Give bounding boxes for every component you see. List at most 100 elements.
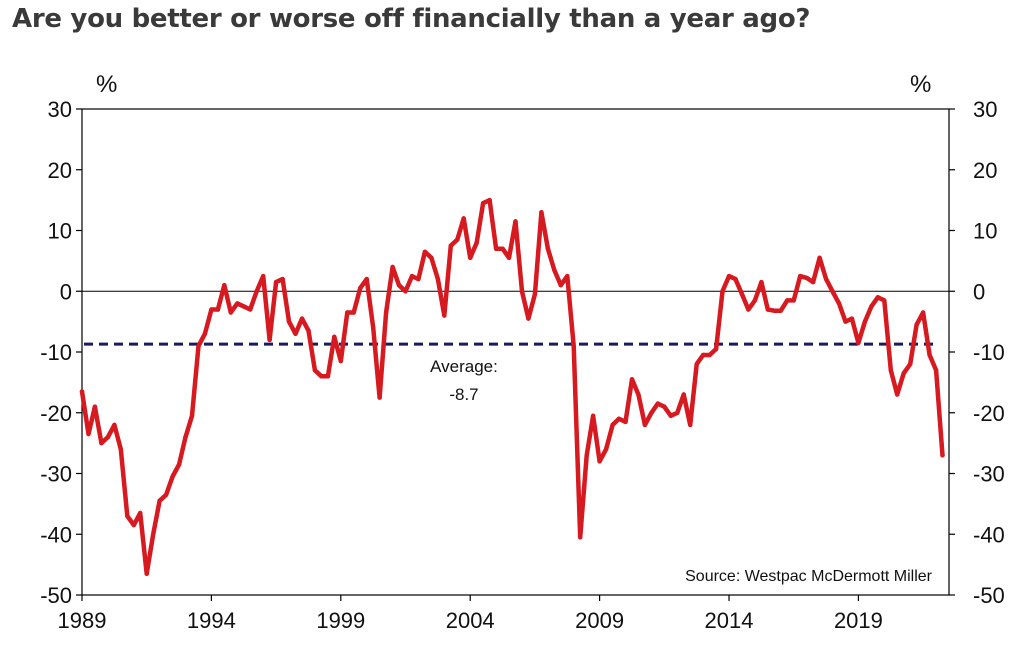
data-point <box>189 413 195 418</box>
data-point <box>364 276 369 282</box>
data-point <box>125 513 130 519</box>
data-point <box>843 319 848 324</box>
data-point <box>163 492 169 497</box>
data-point <box>817 255 822 260</box>
data-point <box>856 340 861 346</box>
data-point <box>804 275 809 281</box>
data-point <box>468 255 473 260</box>
data-point <box>138 510 143 516</box>
x-tick-label: 2019 <box>834 608 883 633</box>
data-point <box>532 292 538 297</box>
y-tick-label-right: -50 <box>973 583 1005 608</box>
y-axis-right: 30 20 10 0 -10 -20 -30 -40 -50 <box>949 97 1005 608</box>
data-point <box>273 279 279 285</box>
y-tick-label-right: 20 <box>973 158 997 183</box>
data-point <box>383 310 389 315</box>
data-point <box>571 343 576 349</box>
data-point <box>526 316 531 321</box>
x-tick-label: 1999 <box>316 608 365 633</box>
data-point <box>170 474 175 479</box>
data-point <box>616 416 622 421</box>
data-point <box>196 343 201 349</box>
data-point <box>597 459 602 464</box>
data-point <box>733 276 738 282</box>
data-point <box>254 289 259 294</box>
data-point <box>642 422 648 428</box>
x-tick-label: 2004 <box>446 608 495 633</box>
data-point <box>739 292 745 297</box>
data-point <box>293 331 298 336</box>
data-point <box>306 328 311 333</box>
data-point <box>474 240 479 245</box>
y-tick-label-right: -40 <box>973 522 1005 547</box>
data-point <box>908 361 913 367</box>
data-point <box>552 267 557 273</box>
data-point <box>506 255 512 260</box>
data-point <box>681 392 686 397</box>
y-tick-label-left: 0 <box>60 279 72 304</box>
y-tick-label-left: -30 <box>40 462 72 487</box>
data-point <box>882 298 887 303</box>
data-point <box>487 197 492 203</box>
data-point <box>332 334 337 339</box>
y-tick-label-left: -50 <box>40 583 72 608</box>
data-point <box>299 316 305 321</box>
data-point <box>655 401 660 406</box>
data-point <box>442 313 447 318</box>
data-point <box>694 361 699 367</box>
data-point <box>765 307 770 312</box>
data-point <box>144 571 149 576</box>
x-tick-label: 2009 <box>575 608 624 633</box>
y-tick-label-left: 30 <box>48 97 72 122</box>
data-point <box>513 219 518 224</box>
data-point <box>746 307 751 312</box>
data-point <box>662 404 667 409</box>
data-point <box>558 283 563 288</box>
data-point <box>493 246 499 251</box>
data-point <box>713 346 719 352</box>
data-point <box>429 255 434 260</box>
data-point <box>700 352 706 358</box>
data-point <box>914 322 919 327</box>
data-point <box>636 392 641 397</box>
average-label-title: Average: <box>430 357 498 376</box>
data-point <box>319 374 324 379</box>
data-point <box>940 453 945 458</box>
data-point <box>500 246 505 251</box>
data-point <box>752 298 758 303</box>
x-tick-label: 1994 <box>187 608 236 633</box>
data-point <box>105 434 111 440</box>
data-point <box>888 368 893 373</box>
data-point <box>830 289 835 294</box>
y-tick-label-right: -10 <box>973 340 1005 365</box>
data-point <box>810 279 816 285</box>
y-unit-left: % <box>96 71 117 98</box>
data-point <box>351 310 356 315</box>
y-tick-label-left: -40 <box>40 522 72 547</box>
data-point <box>371 325 376 330</box>
data-point <box>261 273 266 279</box>
y-tick-label-right: 0 <box>973 279 985 304</box>
data-point <box>209 307 214 312</box>
chart-title: Are you better or worse off financially … <box>12 4 811 34</box>
data-point <box>785 298 790 303</box>
data-point <box>933 368 939 373</box>
y-unit-right: % <box>910 71 931 98</box>
data-point <box>202 331 208 336</box>
data-point <box>875 295 880 300</box>
data-point <box>519 289 525 294</box>
data-point <box>675 410 680 415</box>
source-note: Source: Westpac McDermott Miller <box>685 568 933 585</box>
data-point <box>927 352 932 358</box>
data-point <box>836 301 842 306</box>
data-point <box>791 298 796 303</box>
data-point <box>901 371 906 376</box>
data-point <box>862 319 868 324</box>
y-tick-label-right: -30 <box>973 462 1005 487</box>
data-point <box>448 243 453 248</box>
data-point <box>707 352 712 358</box>
data-point <box>151 532 156 537</box>
data-point <box>312 368 318 373</box>
data-point <box>726 273 732 279</box>
data-point <box>92 404 98 409</box>
